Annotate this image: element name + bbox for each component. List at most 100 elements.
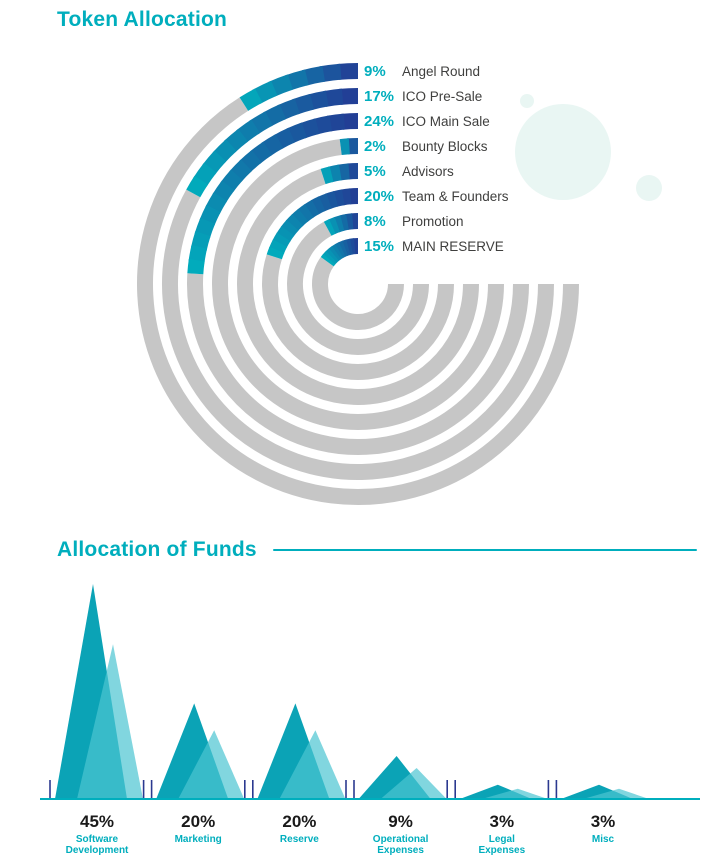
ring-arc-0 — [239, 88, 263, 111]
ring-arc-6 — [328, 216, 341, 235]
legend-label: Promotion — [402, 213, 464, 229]
ring-arc-1 — [249, 111, 273, 135]
funds-name: Legal Expenses — [478, 834, 526, 856]
ring-arc-2 — [286, 122, 308, 144]
funds-name: Software Development — [65, 834, 129, 856]
legend-label: Advisors — [402, 163, 454, 179]
legend-pct: 5% — [364, 162, 386, 180]
legend-pct: 24% — [364, 112, 395, 130]
ring-arc-5 — [297, 204, 314, 223]
ring-track-7 — [312, 256, 404, 330]
ring-track-4 — [237, 168, 479, 405]
ring-arc-2 — [299, 118, 320, 139]
fund-peak-light-2 — [279, 730, 346, 799]
ring-arc-5 — [285, 214, 304, 232]
legend-row-6: 8% Promotion — [364, 212, 464, 230]
ring-arc-1 — [223, 128, 249, 153]
ring-arc-0 — [268, 74, 293, 97]
funds-pct: 20% — [181, 812, 216, 831]
ring-arc-0 — [284, 69, 309, 91]
ring-arc-0 — [319, 63, 342, 83]
legend-pct: 9% — [364, 62, 386, 80]
ring-arc-5 — [266, 246, 285, 260]
ring-arc-1 — [202, 150, 227, 175]
legend-row-5: 20% Team & Founders — [364, 187, 509, 205]
legend-pct: 17% — [364, 87, 395, 105]
funds-pct: 9% — [388, 812, 413, 831]
ring-arc-2 — [190, 231, 211, 251]
ring-arc-1 — [212, 139, 237, 164]
funds-title: Allocation of Funds — [57, 538, 257, 561]
legend-pct: 2% — [364, 137, 386, 155]
ring-arc-2 — [187, 259, 205, 275]
ring-arc-7 — [338, 240, 349, 257]
ring-arc-7 — [334, 242, 346, 259]
funds-title-row: Allocation of Funds — [57, 538, 697, 562]
ring-arc-1 — [323, 88, 344, 107]
ring-arc-7 — [325, 248, 340, 263]
legend-pct: 15% — [364, 237, 395, 255]
ring-arc-1 — [193, 162, 217, 187]
ring-arc-1 — [292, 93, 315, 115]
ring-arc-5 — [317, 193, 332, 212]
ring-track-2 — [187, 273, 529, 455]
ring-track-3 — [212, 139, 504, 430]
legend-row-2: 24% ICO Main Sale — [364, 112, 490, 130]
ring-arc-6 — [323, 219, 336, 236]
ring-track-1 — [162, 189, 554, 480]
ring-track-6 — [287, 221, 430, 355]
ring-arc-1 — [339, 88, 359, 105]
ring-arc-5 — [340, 188, 352, 206]
funds-title-rule — [272, 549, 697, 551]
ring-track-0 — [137, 97, 579, 505]
fund-peak-light-1 — [178, 730, 245, 799]
ring-arc-5 — [268, 239, 288, 255]
fund-peak-light-4 — [481, 788, 548, 799]
ring-track-5 — [262, 254, 454, 380]
funds-label-4: 3% Legal Expenses — [470, 812, 534, 856]
funds-label-1: 20% Marketing — [166, 812, 230, 845]
ring-arc-5 — [332, 189, 345, 207]
ring-arc-5 — [303, 199, 320, 219]
funds-label-3: 9% Operational Expenses — [369, 812, 433, 856]
ring-arc-5 — [310, 196, 326, 215]
decor-circle-2 — [520, 94, 534, 108]
ring-arc-7 — [345, 238, 353, 256]
ring-arc-2 — [341, 113, 359, 130]
legend-label: ICO Main Sale — [402, 113, 490, 129]
ring-arc-5 — [272, 232, 291, 249]
funds-pct: 3% — [489, 812, 515, 831]
funds-name: Misc — [591, 834, 615, 845]
ring-arc-4 — [320, 166, 334, 185]
legend-row-4: 5% Advisors — [364, 162, 454, 180]
ring-arc-5 — [291, 208, 309, 227]
ring-arc-0 — [301, 65, 326, 86]
ring-arc-3 — [339, 138, 350, 156]
ring-arc-1 — [277, 98, 300, 121]
legend-pct: 8% — [364, 212, 386, 230]
ring-arc-7 — [331, 243, 344, 260]
ring-arc-1 — [307, 90, 329, 111]
funds-label-5: 3% Misc — [571, 812, 635, 845]
legend-row-7: 15% MAIN RESERVE — [364, 237, 504, 255]
ring-arc-5 — [276, 225, 295, 243]
ring-arc-1 — [262, 104, 287, 127]
ring-arc-2 — [229, 159, 252, 182]
legend-label: Team & Founders — [402, 188, 509, 204]
ring-arc-1 — [236, 119, 261, 144]
fund-peak-light-3 — [380, 768, 447, 799]
ring-arc-2 — [239, 149, 262, 173]
ring-arc-7 — [328, 246, 342, 262]
ring-arc-0 — [252, 80, 278, 105]
ring-arc-2 — [249, 141, 273, 164]
legend-row-1: 17% ICO Pre-Sale — [364, 87, 482, 105]
fund-peak-light-5 — [583, 788, 649, 799]
ring-arc-7 — [349, 238, 356, 255]
legend-row-3: 2% Bounty Blocks — [364, 137, 488, 155]
ring-arc-2 — [313, 115, 333, 135]
funds-name: Operational Expenses — [372, 834, 429, 856]
ring-arc-5 — [280, 219, 299, 237]
funds-name: Marketing — [174, 834, 222, 845]
funds-pct: 20% — [282, 812, 317, 831]
